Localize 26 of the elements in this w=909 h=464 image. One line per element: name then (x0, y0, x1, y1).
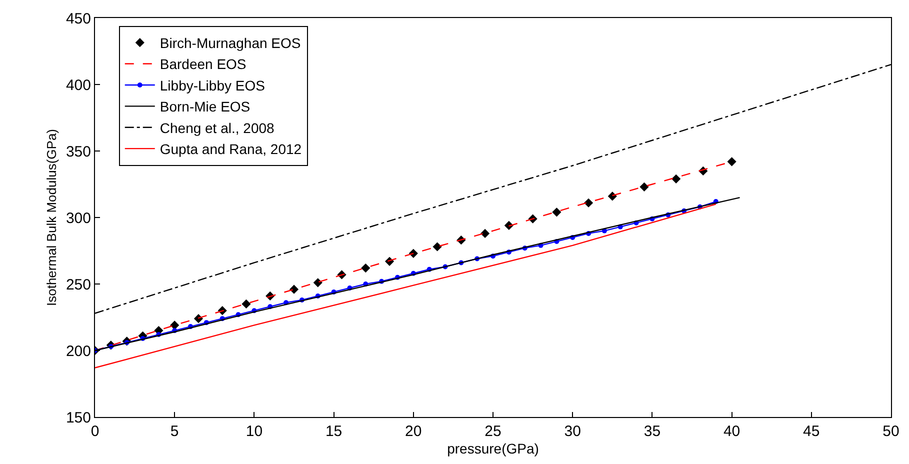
y-tick-label: 450 (66, 10, 91, 28)
y-tick-label: 150 (66, 409, 91, 426)
legend-label: Cheng et al., 2008 (160, 120, 275, 136)
legend-label: Bardeen EOS (160, 56, 246, 72)
legend-label: Birch-Murnaghan EOS (160, 35, 301, 52)
x-tick-label: 45 (803, 423, 820, 440)
legend-label: Libby-Libby EOS (160, 77, 265, 94)
x-tick-label: 30 (564, 423, 581, 440)
y-tick-label: 350 (66, 143, 91, 160)
x-tick-label: 10 (246, 423, 263, 440)
x-tick-label: 5 (170, 423, 179, 440)
y-tick-label: 400 (66, 76, 91, 94)
x-tick-label: 15 (325, 423, 342, 440)
x-tick-label: 20 (405, 423, 422, 440)
y-tick-label: 250 (66, 276, 91, 294)
x-tick-label: 0 (90, 423, 100, 440)
x-tick-label: 50 (882, 423, 900, 440)
y-tick-label: 200 (66, 342, 91, 360)
x-axis-title: pressure(GPa) (447, 440, 539, 456)
x-tick-label: 25 (484, 423, 502, 440)
x-tick-label: 35 (644, 423, 661, 440)
y-axis-title: Isothermal Bulk Modulus(GPa) (44, 128, 59, 306)
y-tick-label: 300 (66, 210, 91, 227)
legend-label: Gupta and Rana, 2012 (160, 141, 302, 158)
legend-label: Born-Mie EOS (160, 98, 250, 115)
x-tick-label: 40 (723, 423, 740, 440)
